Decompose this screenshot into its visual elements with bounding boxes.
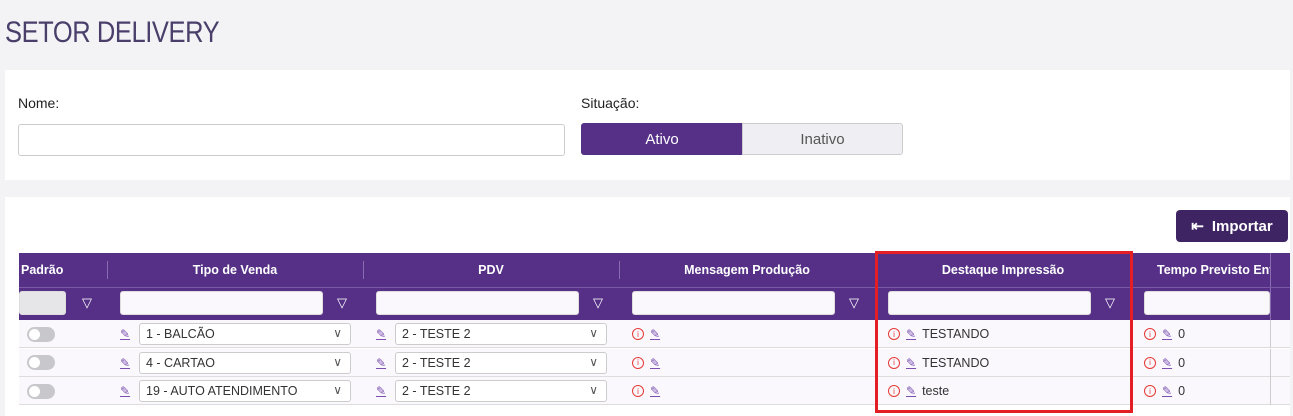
tipo-venda-value: 19 - AUTO ATENDIMENTO [146,384,298,398]
chevron-down-icon: ∨ [589,326,598,340]
destaque-value: TESTANDO [922,355,990,370]
destaque-value: teste [922,384,950,398]
edit-icon[interactable]: ✎ [376,327,387,341]
filter-icon[interactable]: ▽ [82,295,92,310]
edit-icon[interactable]: ✎ [120,384,131,398]
edit-icon[interactable]: ✎ [906,355,917,370]
info-icon[interactable]: i [632,328,644,340]
pdv-select[interactable]: 2 - TESTE 2 ∨ [395,323,607,345]
filter-destaque-input[interactable] [888,291,1091,315]
pdv-value: 2 - TESTE 2 [402,384,471,398]
import-icon: ⇤ [1191,218,1204,235]
destaque-value: TESTANDO [922,327,990,341]
tempo-value: 0 [1178,384,1186,398]
col-mensagem-producao[interactable]: Mensagem Produção [684,263,810,277]
info-icon[interactable]: i [1144,356,1156,369]
edit-icon[interactable]: ✎ [1162,355,1173,370]
table-row: ✎ 19 - AUTO ATENDIMENTO ∨ ✎ 2 - TESTE 2 ∨ … [19,377,1290,405]
col-destaque-impressao[interactable]: Destaque Impressão [941,263,1065,277]
edit-icon[interactable]: ✎ [1162,384,1173,398]
page-title: SETOR DELIVERY [5,16,220,49]
filter-icon[interactable]: ▽ [849,295,859,310]
edit-icon[interactable]: ✎ [376,384,387,398]
chevron-down-icon: ∨ [589,354,598,369]
filter-padrao-input[interactable] [19,291,66,315]
tempo-value: 0 [1178,327,1186,341]
edit-icon[interactable]: ✎ [120,327,131,341]
filter-icon[interactable]: ▽ [1105,295,1115,310]
tipo-venda-select[interactable]: 4 - CARTAO ∨ [139,351,351,374]
padrao-toggle[interactable] [27,355,55,370]
edit-icon[interactable]: ✎ [1162,327,1173,341]
filter-tipo-venda-input[interactable] [120,291,323,315]
filter-icon[interactable]: ▽ [593,295,603,310]
tempo-value: 0 [1178,355,1186,370]
edit-icon[interactable]: ✎ [650,384,661,398]
edit-icon[interactable]: ✎ [906,327,917,341]
info-icon[interactable]: i [1144,385,1156,397]
situacao-ativo-button[interactable]: Ativo [581,123,743,155]
tipo-venda-select[interactable]: 1 - BALCÃO ∨ [139,323,351,345]
pdv-value: 2 - TESTE 2 [402,355,471,370]
edit-icon[interactable]: ✎ [120,355,131,370]
nome-input[interactable] [18,124,565,156]
filter-mensagem-input[interactable] [632,291,835,315]
chevron-down-icon: ∨ [333,354,342,369]
chevron-down-icon: ∨ [333,383,342,397]
table-row: ✎ 1 - BALCÃO ∨ ✎ 2 - TESTE 2 ∨ i ✎ i ✎ TESTAN… [19,320,1290,348]
nome-label: Nome: [18,95,60,111]
situacao-label: Situação: [581,95,640,111]
import-button[interactable]: ⇤ Importar [1176,210,1288,242]
info-icon[interactable]: i [1144,328,1156,340]
info-icon[interactable]: i [632,385,644,397]
table-header: Padrão Tipo de Venda PDV Mensagem Produç… [19,253,1290,320]
filter-pdv-input[interactable] [376,291,579,315]
edit-icon[interactable]: ✎ [650,327,661,341]
padrao-toggle[interactable] [27,326,55,342]
col-tipo-venda[interactable]: Tipo de Venda [192,263,278,277]
pdv-select[interactable]: 2 - TESTE 2 ∨ [395,380,607,402]
info-icon[interactable]: i [888,328,900,340]
col-tempo-previsto[interactable]: Tempo Previsto Entre [1157,263,1270,277]
edit-icon[interactable]: ✎ [376,355,387,370]
padrao-toggle[interactable] [27,383,55,399]
chevron-down-icon: ∨ [589,383,598,397]
tipo-venda-select[interactable]: 19 - AUTO ATENDIMENTO ∨ [139,380,351,402]
pdv-value: 2 - TESTE 2 [402,327,471,341]
tipo-venda-value: 4 - CARTAO [146,355,215,370]
info-icon[interactable]: i [888,385,900,397]
col-padrao[interactable]: Padrão [21,263,64,277]
tipo-venda-value: 1 - BALCÃO [146,327,215,341]
info-icon[interactable]: i [888,356,900,369]
edit-icon[interactable]: ✎ [906,384,917,398]
edit-icon[interactable]: ✎ [650,355,661,370]
chevron-down-icon: ∨ [333,326,342,340]
import-label: Importar [1211,217,1273,235]
col-pdv[interactable]: PDV [478,263,504,277]
pdv-select[interactable]: 2 - TESTE 2 ∨ [395,351,607,374]
filter-icon[interactable]: ▽ [337,295,347,310]
highlight-box [875,251,1133,413]
table-row: ✎ 4 - CARTAO ∨ ✎ 2 - TESTE 2 ∨ i ✎ i ✎ TESTAN… [19,348,1290,377]
info-icon[interactable]: i [632,356,644,369]
situacao-inativo-button[interactable]: Inativo [742,123,903,155]
filter-tempo-input[interactable] [1144,291,1270,315]
